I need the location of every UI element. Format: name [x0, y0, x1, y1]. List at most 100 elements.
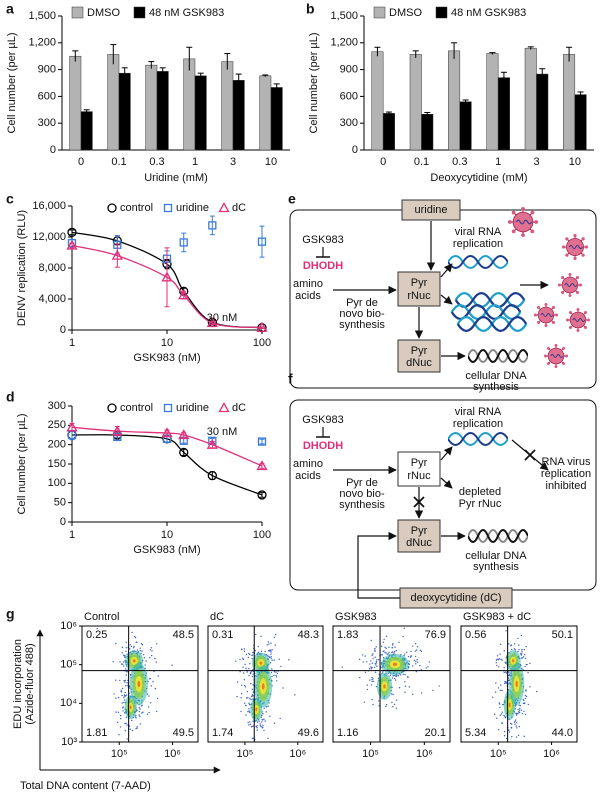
density-dot: [269, 662, 272, 664]
density-dot: [270, 671, 273, 674]
bar: [459, 101, 472, 151]
density-dot: [398, 641, 400, 644]
quadrant-value: 1.81: [86, 727, 107, 739]
error-bar: [451, 42, 458, 59]
density-dot: [126, 724, 128, 726]
density-dot: [413, 659, 416, 662]
density-dot: [504, 682, 507, 684]
density-dot: [96, 628, 98, 630]
density-dot: [371, 662, 374, 664]
virus-icon: [534, 303, 558, 327]
density-dot: [404, 673, 406, 676]
density-dot: [378, 705, 380, 707]
y-tick-label: 200: [48, 439, 66, 451]
point: [111, 249, 123, 260]
density-dot: [146, 693, 149, 695]
density-dot: [366, 688, 369, 691]
density-dot: [383, 638, 385, 641]
density-dot: [341, 666, 343, 668]
block-x: [524, 449, 536, 461]
density-dot: [524, 657, 527, 660]
density-dot: [149, 649, 152, 651]
density-dot: [127, 684, 129, 686]
density-dot: [248, 702, 250, 705]
density-dot: [263, 707, 265, 709]
density-dot: [508, 673, 511, 675]
density-dot: [388, 651, 390, 654]
density-dot: [154, 657, 156, 660]
density-dot: [113, 693, 115, 695]
density-dot: [392, 706, 394, 708]
error-bar: [121, 67, 128, 79]
density-dot: [415, 663, 417, 665]
density-dot: [514, 648, 516, 651]
density-dot: [438, 685, 440, 687]
density-dot: [139, 647, 141, 649]
density-dot: [404, 681, 406, 683]
density-dot: [250, 671, 253, 673]
density-dot: [521, 651, 523, 653]
density-dot: [125, 650, 127, 653]
density-dot: [404, 685, 407, 687]
x-axis-label: Uridine (mM): [144, 172, 208, 184]
density-dot: [133, 635, 136, 638]
density-dot: [252, 684, 254, 686]
y-tick-label: 0: [60, 324, 66, 336]
bar: [497, 77, 510, 151]
density-core: [515, 680, 518, 688]
x-tick-label: 0: [78, 156, 84, 168]
density-dot: [511, 736, 513, 738]
density-dot: [399, 674, 402, 676]
x-tick-label: 10⁶: [543, 748, 560, 760]
density-dot: [141, 650, 143, 652]
density-dot: [120, 689, 122, 692]
density-dot: [143, 657, 146, 659]
diagram-text: acids: [295, 290, 321, 302]
density-dot: [262, 724, 264, 727]
density-dot: [138, 707, 141, 709]
y-tick-label: 900: [38, 64, 56, 76]
density-dot: [264, 650, 266, 653]
density-dot: [398, 687, 401, 689]
virus-icon: [558, 273, 582, 297]
density-dot: [497, 687, 500, 689]
density-dot: [123, 661, 125, 663]
density-dot: [269, 649, 271, 651]
density-dot: [141, 644, 144, 646]
density-dot: [268, 650, 270, 652]
density-dot: [391, 701, 393, 704]
density-dot: [140, 643, 143, 645]
diagram-text: synthesis: [473, 561, 519, 573]
density-dot: [497, 728, 500, 731]
density-dot: [139, 715, 141, 718]
node-box: [397, 271, 441, 307]
density-dot: [376, 659, 378, 661]
density-dot: [416, 661, 419, 663]
density-dot: [273, 671, 276, 673]
density-dot: [240, 692, 243, 695]
panel-label: a: [6, 1, 14, 17]
density-core: [392, 662, 398, 666]
legend-marker: [107, 203, 117, 213]
density-dot: [529, 686, 531, 688]
x-tick-label: 100: [253, 529, 271, 541]
bar: [382, 113, 395, 151]
density-dot: [139, 649, 142, 652]
density-dot: [155, 661, 158, 663]
quadrant-value: 1.83: [337, 629, 358, 641]
density-dot: [523, 699, 525, 702]
density-dot: [514, 723, 516, 725]
density-dot: [282, 687, 284, 689]
y-tick-label: 1,500: [28, 10, 56, 22]
density-dot: [139, 723, 142, 725]
density-dot: [252, 668, 254, 671]
error-bar: [69, 229, 75, 236]
density-dot: [359, 676, 361, 679]
density-dot: [517, 708, 519, 711]
density-dot: [156, 643, 158, 645]
y-tick-label: 10⁴: [60, 697, 77, 709]
density-dot: [416, 646, 419, 648]
density-dot: [115, 642, 117, 645]
density-dot: [119, 714, 122, 717]
